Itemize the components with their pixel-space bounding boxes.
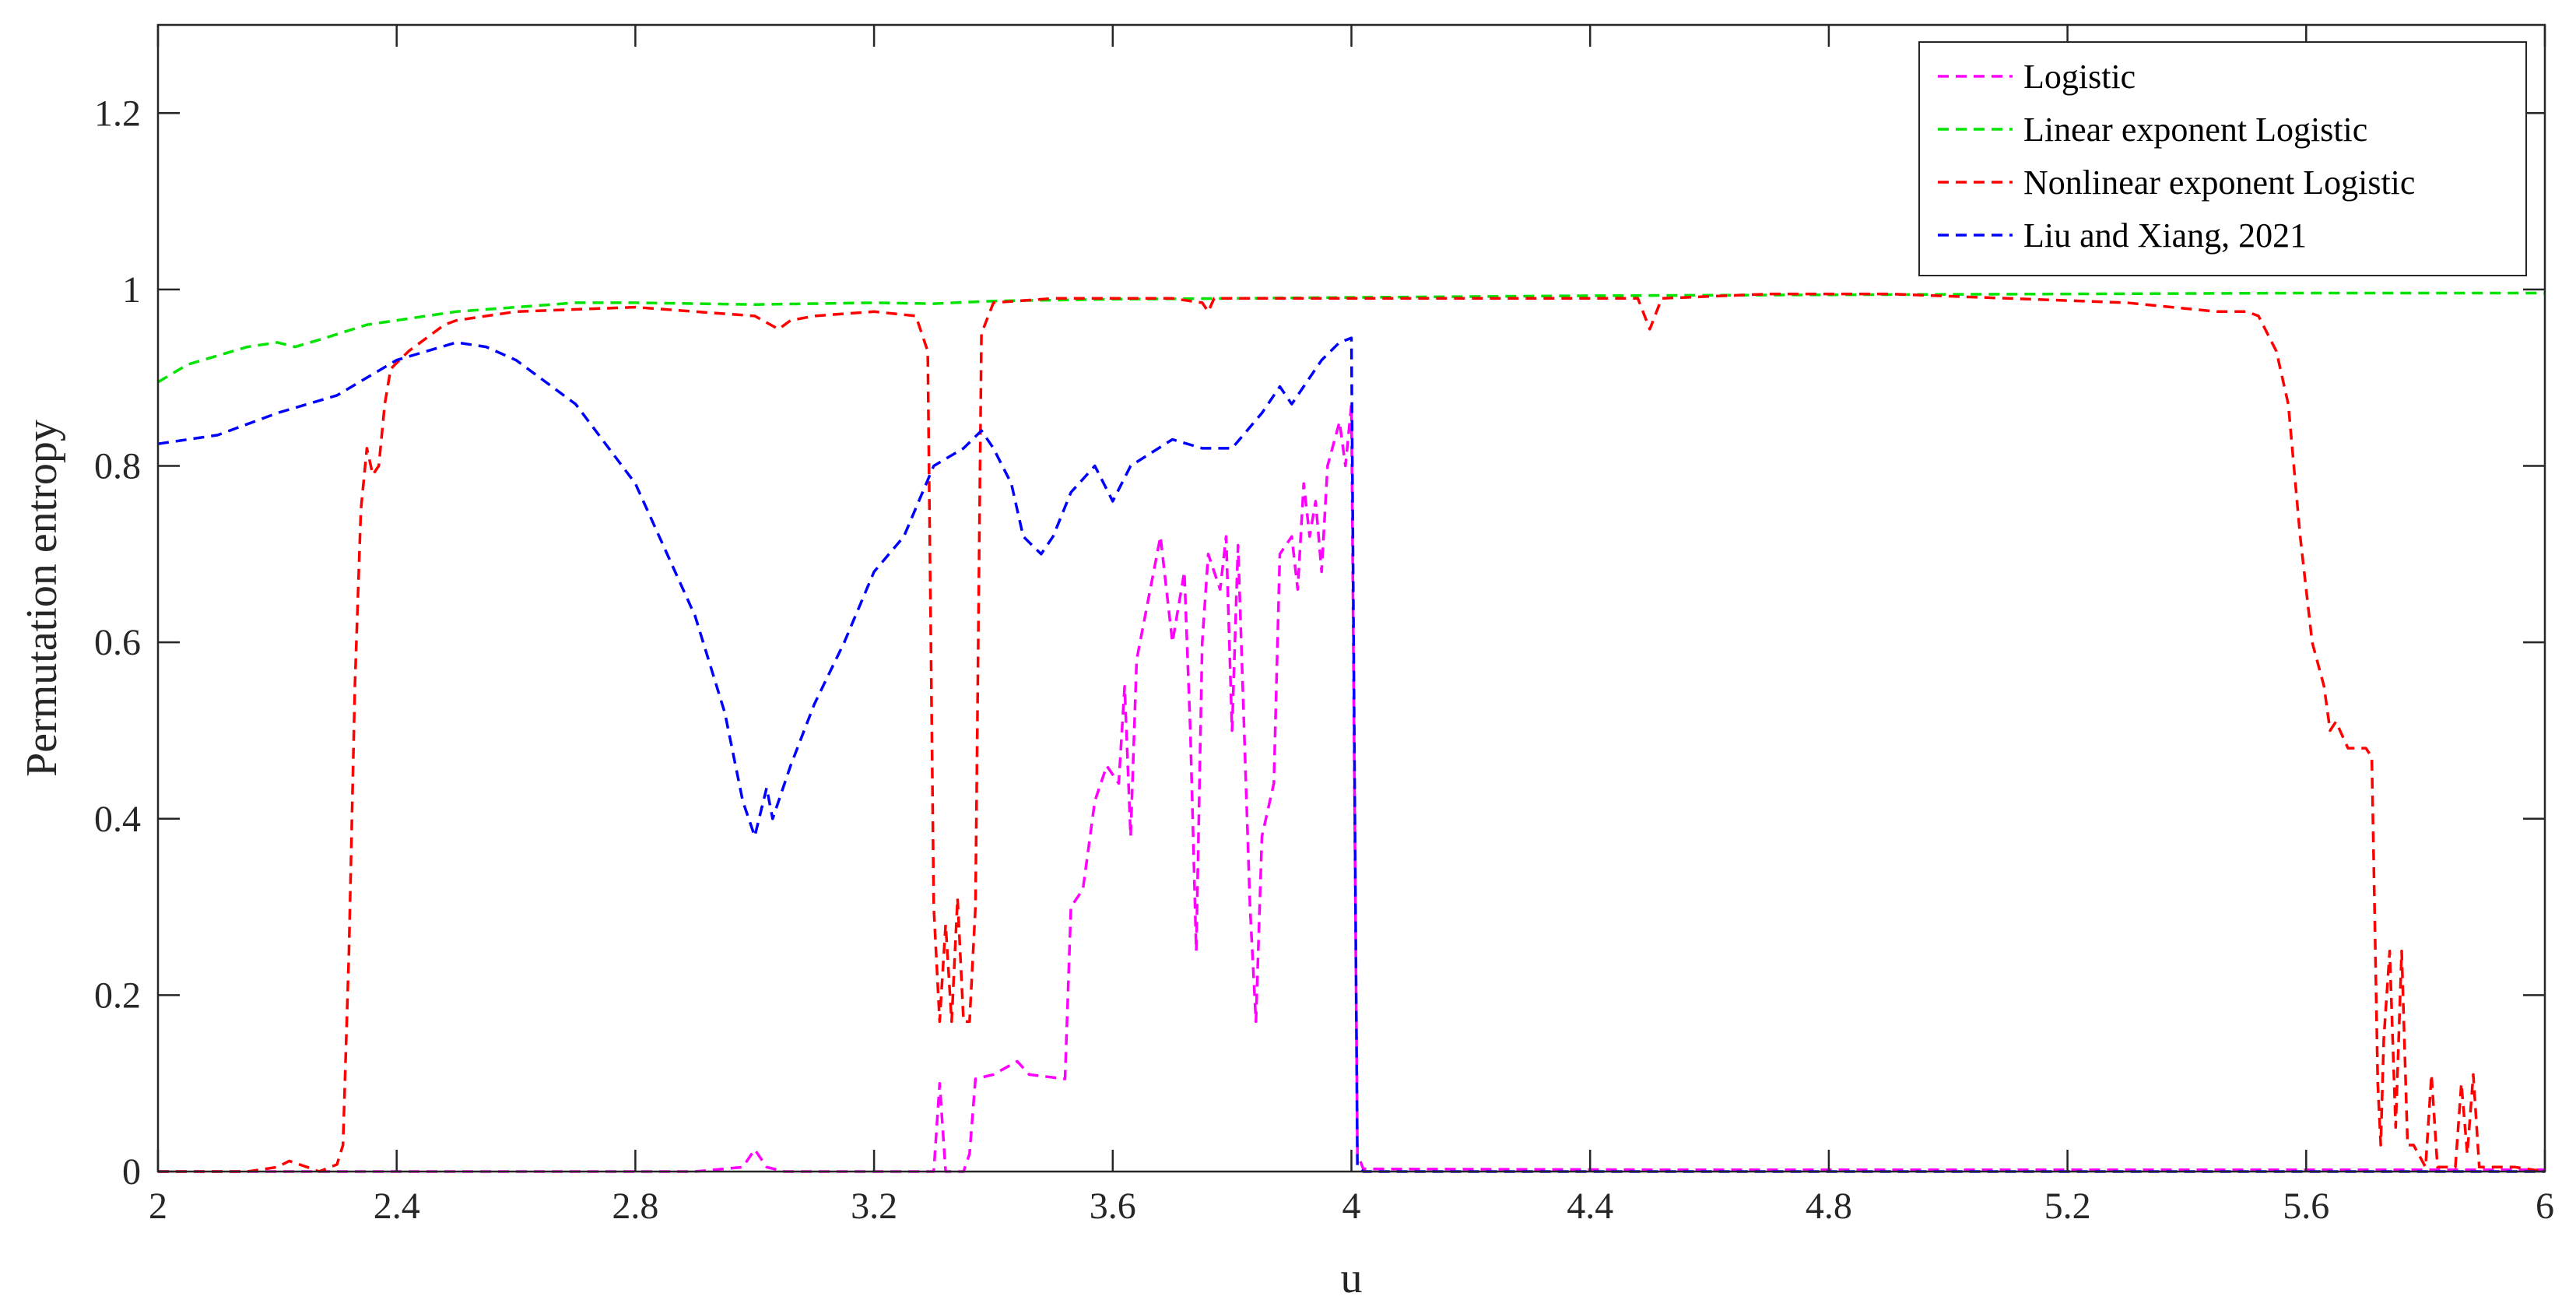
legend: Logistic Linear exponent Logistic Nonlinea… [1918,41,2527,276]
x-tick-label: 2.8 [612,1186,658,1227]
series-line-2 [157,291,2545,384]
ticks-layer: 2 2.4 2.8 3.2 3.6 4 4.4 4.8 5.2 5.6 6 0 0.2 0.4 0.6 0.8… [94,25,2554,1227]
y-tick-label: 0.6 [94,622,141,663]
x-tick-label: 4 [1342,1186,1361,1227]
y-tick-label: 1 [122,269,141,311]
x-axis-label: u [1341,1254,1363,1302]
x-tick-label: 6 [2536,1186,2554,1227]
y-tick-label: 0 [122,1151,141,1193]
legend-label-4: Liu and Xiang, 2021 [2023,216,2307,255]
x-tick-label: 3.2 [851,1186,897,1227]
y-tick-label: 1.2 [94,93,141,134]
y-axis-label: Permutation entropy [18,420,66,777]
series-layer [157,291,2546,1173]
y-tick-label: 0.2 [94,975,141,1016]
legend-box [1918,41,2527,276]
series-line-3 [158,292,2546,1173]
series-line-4 [157,336,2545,1173]
x-tick-label: 5.2 [2044,1186,2091,1227]
series-line-1 [158,402,2545,1173]
x-tick-label: 2.4 [374,1186,420,1227]
x-tick-label: 4.4 [1567,1186,1613,1227]
x-tick-label: 3.6 [1090,1186,1136,1227]
legend-label-3: Nonlinear exponent Logistic [2023,163,2415,202]
x-tick-label: 2 [149,1186,167,1227]
y-tick-label: 0.4 [94,799,141,840]
x-tick-label: 5.6 [2283,1186,2329,1227]
legend-label-2: Linear exponent Logistic [2023,111,2367,149]
legend-label-1: Logistic [2023,58,2136,96]
y-tick-label: 0.8 [94,446,141,487]
x-tick-label: 4.8 [1806,1186,1852,1227]
